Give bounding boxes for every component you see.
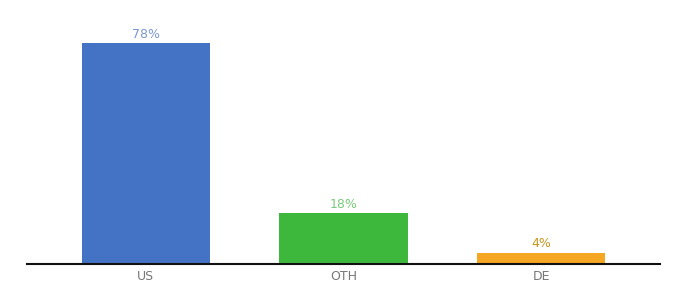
Bar xyxy=(279,213,407,264)
Bar xyxy=(477,253,605,264)
Bar xyxy=(82,43,210,264)
Text: 78%: 78% xyxy=(132,28,160,41)
Text: 4%: 4% xyxy=(531,237,551,250)
Text: 18%: 18% xyxy=(330,198,357,211)
